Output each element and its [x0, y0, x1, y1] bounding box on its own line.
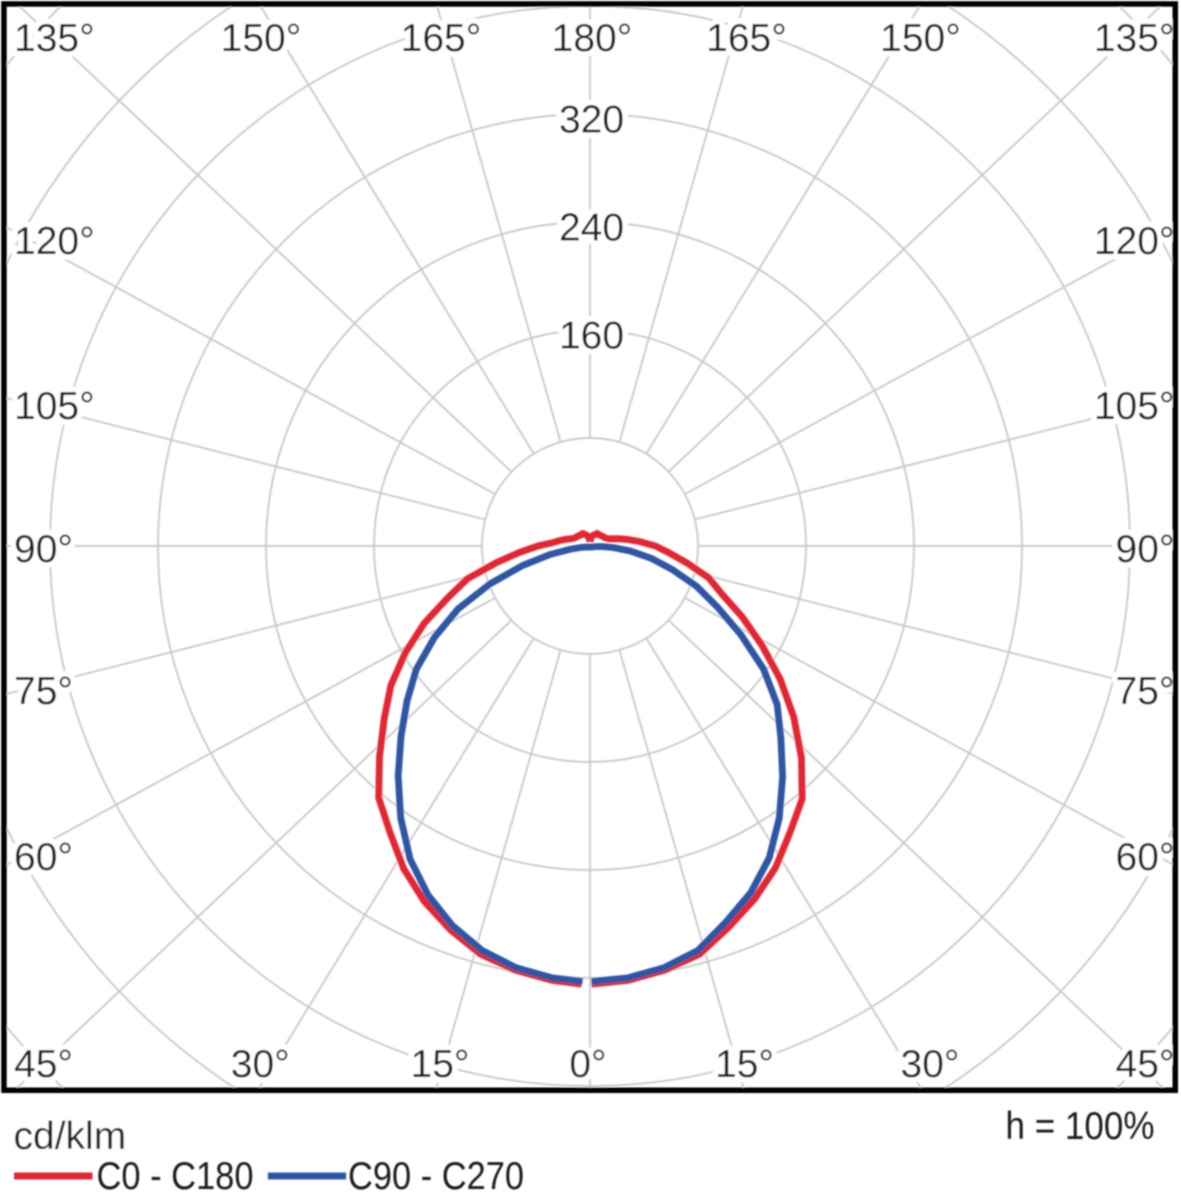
svg-text:cd/klm: cd/klm	[14, 1115, 127, 1158]
svg-text:165°: 165°	[401, 17, 482, 60]
svg-text:105°: 105°	[14, 385, 95, 428]
svg-text:45°: 45°	[1116, 1043, 1175, 1086]
svg-text:105°: 105°	[1094, 385, 1175, 428]
svg-text:C90 - C270: C90 - C270	[348, 1155, 524, 1198]
svg-text:160: 160	[559, 315, 624, 358]
svg-text:150°: 150°	[880, 17, 961, 60]
svg-text:60°: 60°	[1116, 836, 1175, 879]
svg-text:30°: 30°	[901, 1043, 960, 1086]
svg-text:180°: 180°	[552, 17, 633, 60]
svg-text:135°: 135°	[1094, 17, 1175, 60]
svg-text:90°: 90°	[1116, 528, 1175, 571]
svg-text:120°: 120°	[1094, 220, 1175, 263]
svg-text:60°: 60°	[14, 836, 73, 879]
svg-text:135°: 135°	[14, 17, 95, 60]
svg-text:15°: 15°	[411, 1043, 470, 1086]
svg-text:45°: 45°	[14, 1043, 73, 1086]
svg-text:0°: 0°	[569, 1043, 606, 1086]
svg-text:75°: 75°	[14, 670, 73, 713]
svg-text:75°: 75°	[1116, 670, 1175, 713]
svg-text:240: 240	[559, 207, 624, 250]
svg-text:90°: 90°	[14, 528, 73, 571]
svg-text:30°: 30°	[231, 1043, 290, 1086]
svg-text:165°: 165°	[706, 17, 787, 60]
svg-text:h = 100%: h = 100%	[1006, 1105, 1155, 1148]
svg-text:320: 320	[559, 99, 624, 142]
svg-text:120°: 120°	[14, 220, 95, 263]
svg-text:C0 - C180: C0 - C180	[97, 1155, 254, 1198]
svg-text:15°: 15°	[715, 1043, 774, 1086]
svg-text:150°: 150°	[221, 17, 302, 60]
